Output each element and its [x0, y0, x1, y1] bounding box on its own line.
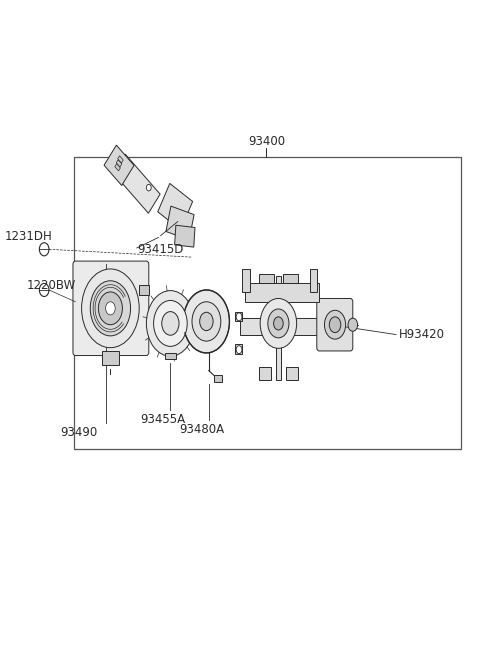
Bar [259, 274, 274, 283]
Text: 1220BW: 1220BW [26, 279, 76, 292]
Polygon shape [104, 145, 134, 186]
Polygon shape [116, 159, 122, 167]
Bar [235, 312, 242, 321]
FancyBboxPatch shape [317, 298, 353, 351]
Circle shape [162, 312, 179, 335]
Bar [259, 367, 271, 380]
Circle shape [39, 243, 49, 256]
Polygon shape [115, 163, 120, 171]
Circle shape [106, 302, 115, 315]
Circle shape [146, 291, 194, 356]
Circle shape [183, 290, 229, 353]
Circle shape [268, 309, 289, 338]
Bar [165, 353, 176, 359]
Circle shape [90, 281, 131, 336]
Circle shape [348, 318, 358, 331]
Circle shape [274, 317, 283, 330]
Circle shape [260, 298, 297, 348]
Bar [240, 318, 283, 335]
Bar [235, 344, 242, 354]
Bar [245, 283, 319, 302]
Text: 1231DH: 1231DH [5, 230, 52, 243]
Circle shape [324, 310, 346, 339]
Bar [102, 351, 119, 365]
Circle shape [146, 184, 151, 191]
Circle shape [39, 283, 49, 297]
Circle shape [154, 300, 187, 346]
Bar [283, 274, 298, 283]
Bar [242, 269, 250, 292]
Circle shape [236, 313, 242, 321]
Bar [286, 367, 298, 380]
FancyBboxPatch shape [73, 261, 149, 356]
Polygon shape [166, 206, 194, 240]
Bar [74, 157, 461, 449]
Text: 93490: 93490 [60, 426, 98, 440]
Polygon shape [175, 225, 195, 247]
Text: 93455A: 93455A [141, 413, 186, 426]
Circle shape [82, 269, 139, 348]
Polygon shape [113, 154, 160, 213]
Text: 93415D: 93415D [137, 243, 183, 256]
Circle shape [192, 302, 221, 341]
Bar [310, 269, 317, 292]
Bar [214, 375, 222, 382]
Circle shape [236, 346, 242, 354]
Bar [276, 318, 319, 335]
Circle shape [98, 292, 122, 325]
Bar [139, 285, 149, 295]
Text: H93420: H93420 [398, 328, 444, 341]
Text: 93400: 93400 [248, 134, 285, 148]
Circle shape [200, 312, 213, 331]
Circle shape [329, 317, 341, 333]
Polygon shape [158, 184, 192, 230]
Text: 93480A: 93480A [179, 423, 224, 436]
Polygon shape [118, 155, 123, 163]
Bar [276, 276, 281, 380]
